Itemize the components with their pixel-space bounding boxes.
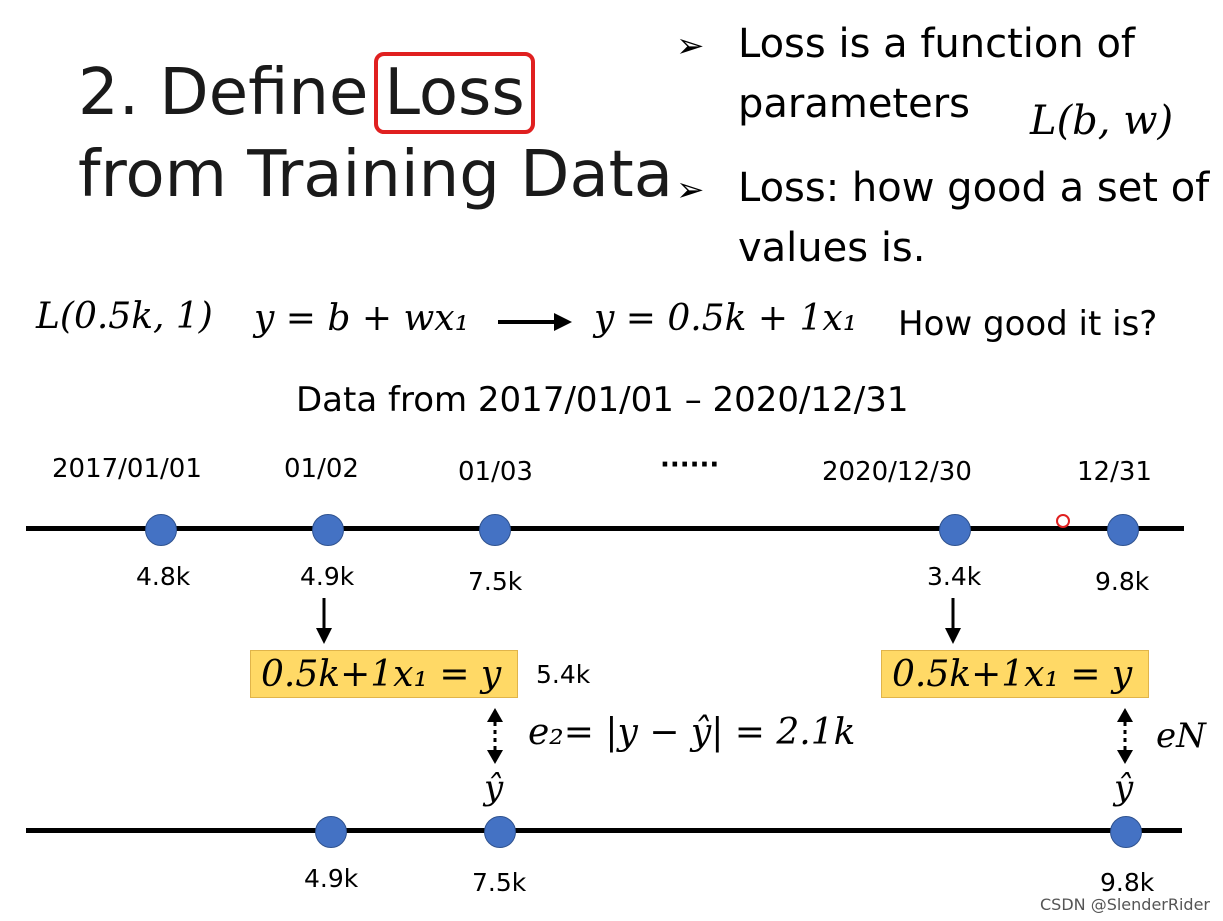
error-eN: eN	[1156, 716, 1206, 756]
data-point	[479, 514, 511, 546]
value-label: 4.9k	[300, 562, 355, 591]
value-label: 9.8k	[1100, 868, 1155, 897]
data-point	[312, 514, 344, 546]
title-loss-highlight: Loss	[374, 52, 535, 134]
slide-title-line2: from Training Data	[78, 138, 673, 212]
down-arrow-icon	[316, 598, 332, 644]
bullet-arrow-icon: ➢	[676, 170, 705, 210]
bullet-1-line2: parameters	[738, 81, 971, 127]
cursor-marker-icon	[1056, 514, 1070, 528]
date-label: 01/03	[458, 457, 533, 487]
instance-equation: y = 0.5k + 1x₁	[594, 298, 858, 339]
question-text: How good it is?	[898, 304, 1158, 344]
value-label: 3.4k	[927, 562, 982, 591]
watermark: CSDN @SlenderRider	[1040, 895, 1211, 914]
value-label: 4.9k	[304, 864, 359, 893]
error-double-arrow-icon	[1117, 708, 1133, 764]
y-hat-label: ŷ	[484, 768, 504, 808]
value-label: 7.5k	[468, 567, 523, 596]
prediction-box: 0.5k+1x₁ = y	[250, 650, 518, 698]
date-label: 01/02	[284, 454, 359, 484]
data-point	[315, 816, 347, 848]
bottom-timeline-axis	[26, 828, 1182, 833]
slide-title-line1: 2. Define Loss	[78, 52, 535, 134]
right-arrow-icon	[498, 313, 572, 331]
top-timeline-axis	[26, 526, 1184, 531]
model-equation: y = b + wx₁	[254, 298, 470, 339]
data-point	[939, 514, 971, 546]
value-label: 7.5k	[472, 868, 527, 897]
date-label: 12/31	[1077, 457, 1152, 487]
title-prefix: 2. Define	[78, 56, 369, 130]
data-point	[1107, 514, 1139, 546]
ellipsis: ······	[660, 450, 720, 480]
y-hat-label: ŷ	[1114, 768, 1134, 808]
prediction-result: 5.4k	[536, 660, 591, 689]
bullet-arrow-icon: ➢	[676, 26, 705, 66]
prediction-box: 0.5k+1x₁ = y	[881, 650, 1149, 698]
bullet-2-line2: values is.	[738, 225, 926, 271]
bullet-2-line1: Loss: how good a set of	[738, 165, 1210, 211]
loss-call: L(0.5k, 1)	[36, 296, 213, 337]
date-label: 2017/01/01	[52, 454, 202, 484]
bullet-1-line1: Loss is a function of	[738, 21, 1136, 67]
data-point	[145, 514, 177, 546]
date-label: 2020/12/30	[822, 457, 972, 487]
data-point	[484, 816, 516, 848]
error-e2: e₂= |y − ŷ| = 2.1k	[528, 712, 856, 753]
error-double-arrow-icon	[487, 708, 503, 764]
value-label: 9.8k	[1095, 567, 1150, 596]
data-range-header: Data from 2017/01/01 – 2020/12/31	[296, 380, 909, 420]
down-arrow-icon	[945, 598, 961, 644]
value-label: 4.8k	[136, 562, 191, 591]
data-point	[1110, 816, 1142, 848]
loss-formula-bw: L(b, w)	[1030, 98, 1174, 144]
